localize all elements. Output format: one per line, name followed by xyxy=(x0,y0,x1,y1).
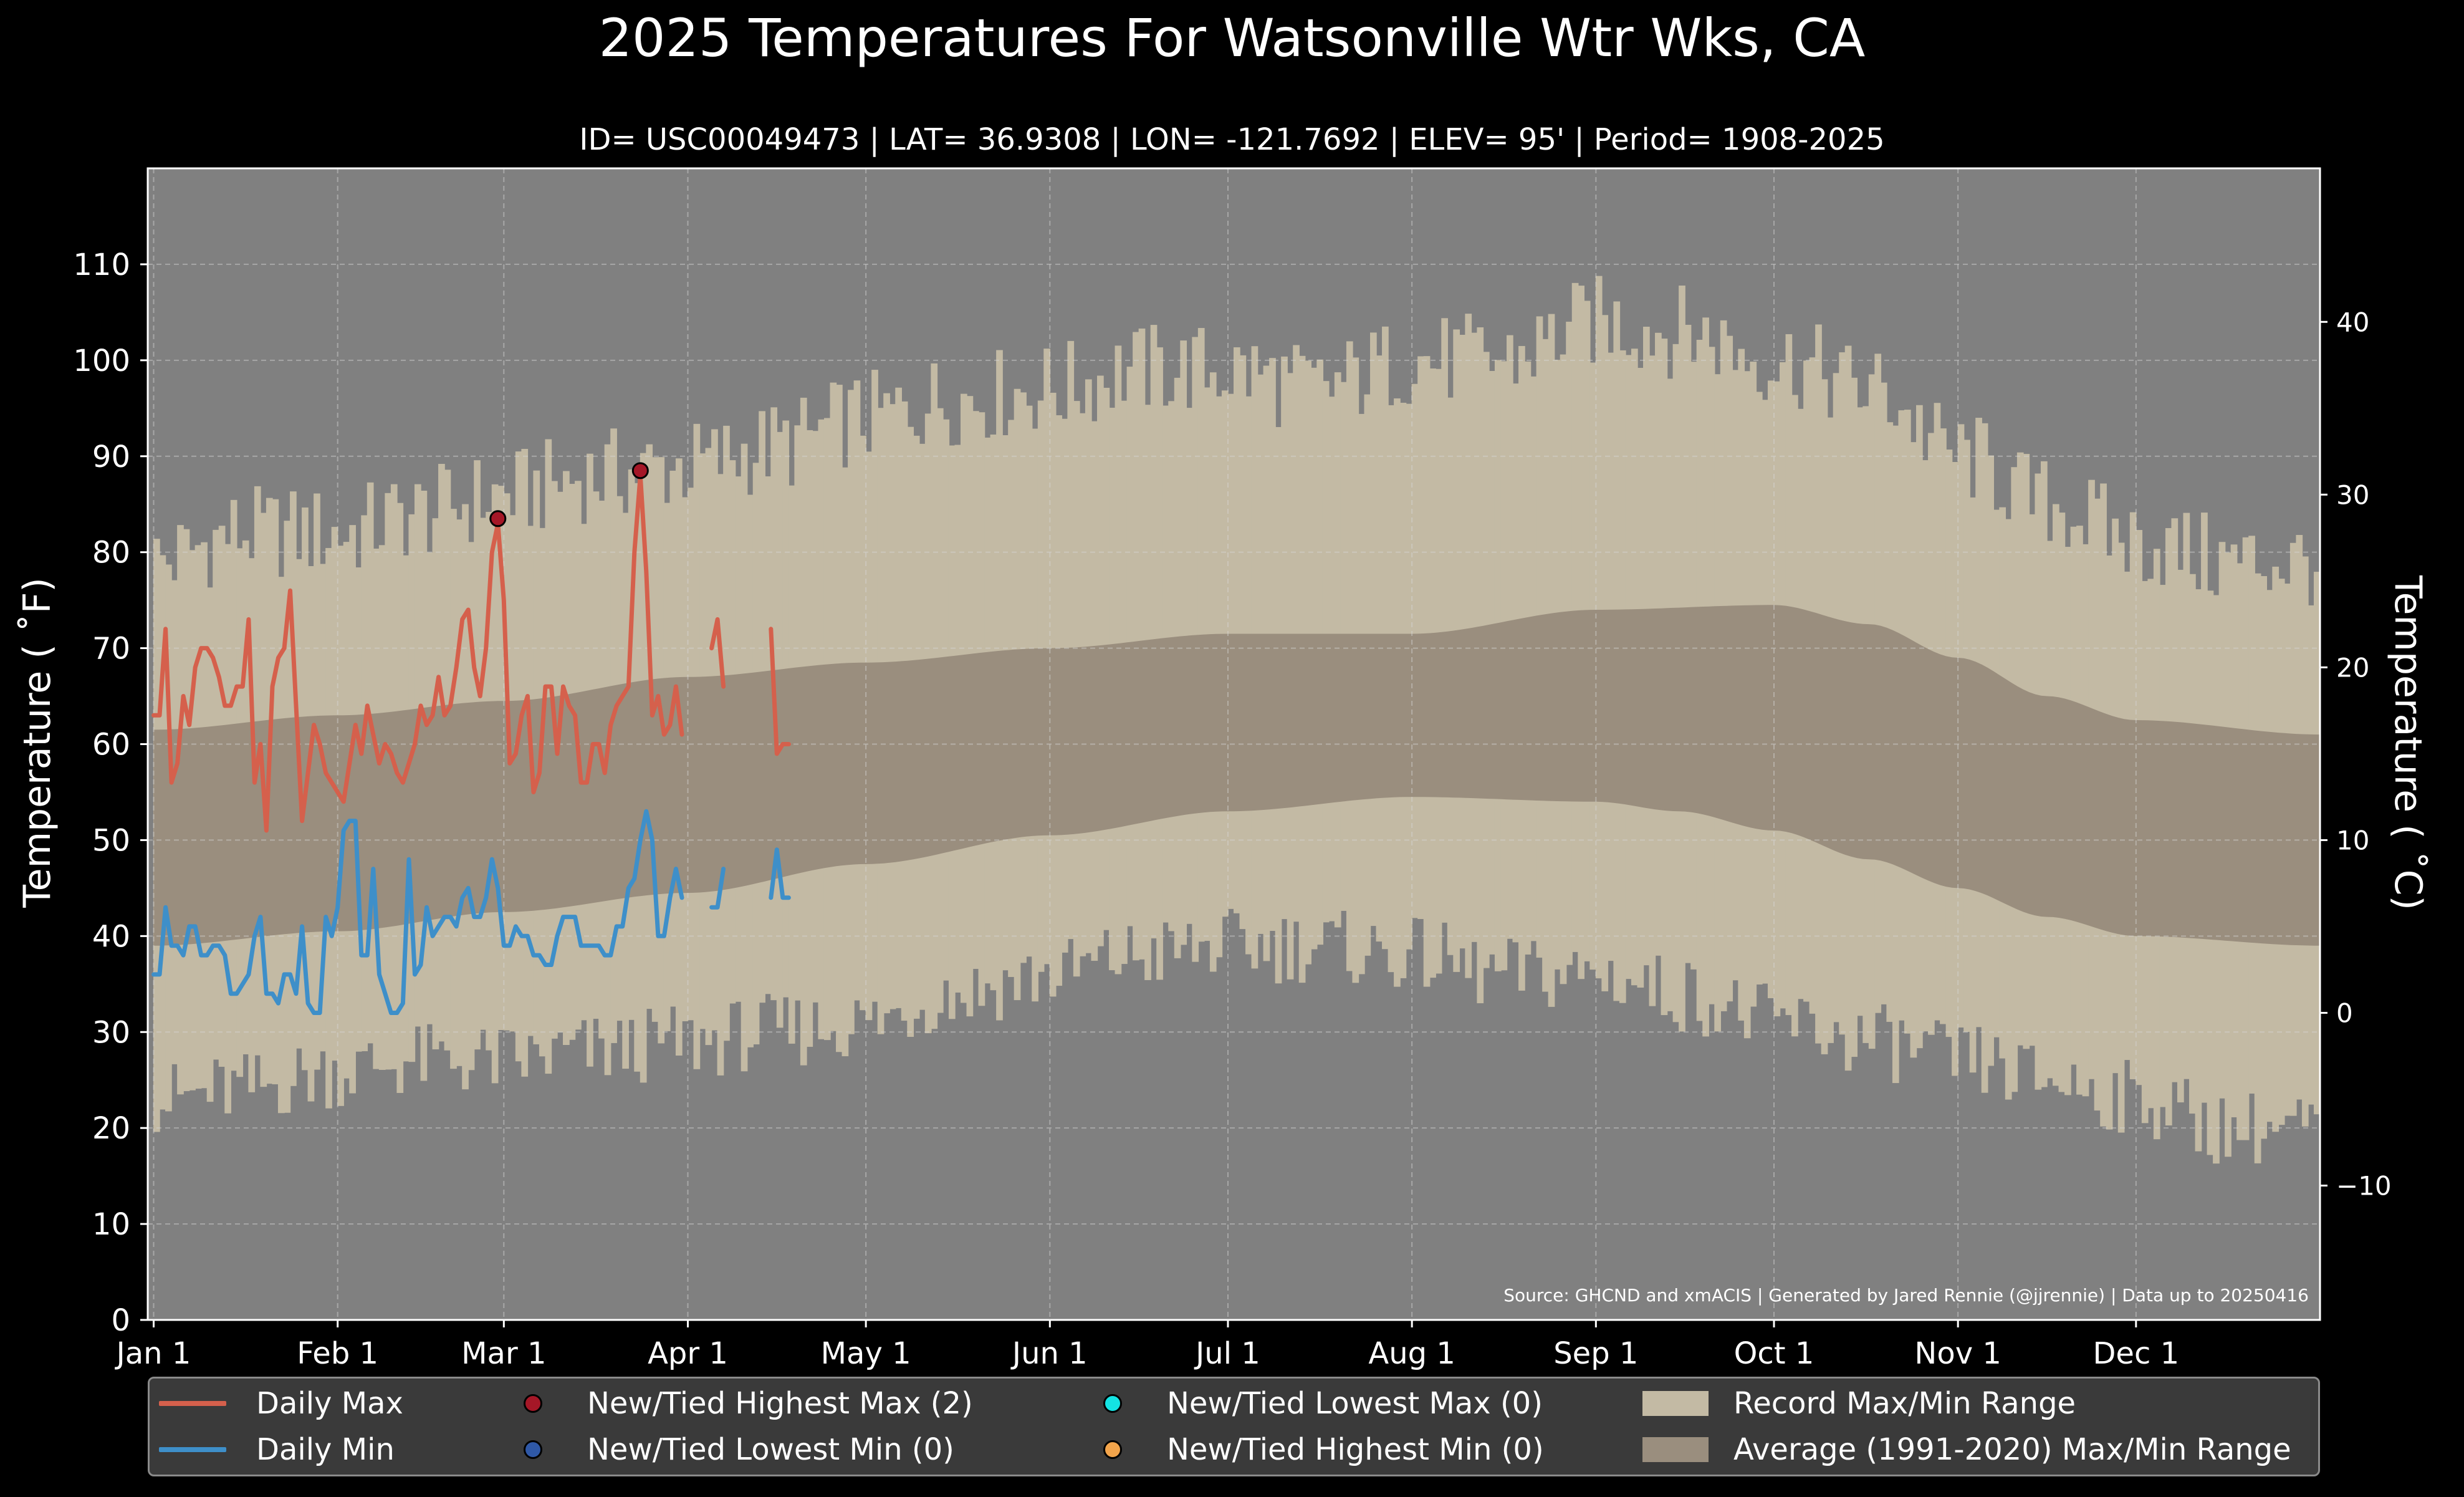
record-range-bar xyxy=(1234,347,1240,913)
legend-average-range-label: Average (1991-2020) Max/Min Range xyxy=(1733,1432,2291,1467)
record-marker xyxy=(489,510,507,527)
legend-daily-max: Daily Max xyxy=(159,1386,403,1421)
legend-daily-min-label: Daily Min xyxy=(256,1432,395,1467)
y-tick-label-left: 0 xyxy=(111,1303,130,1338)
legend-lowest-min: New/Tied Lowest Min (0) xyxy=(499,1432,954,1467)
y-tick-label-right: 0 xyxy=(2336,998,2353,1028)
y-tick-label-left: 30 xyxy=(92,1015,130,1050)
x-tick-label: Jun 1 xyxy=(1010,1336,1088,1371)
legend-record-range-swatch xyxy=(1642,1391,1709,1416)
record-range-bar xyxy=(1441,318,1448,923)
chart-title: 2025 Temperatures For Watsonville Wtr Wk… xyxy=(598,7,1866,69)
x-tick-label: Mar 1 xyxy=(461,1336,546,1371)
legend-lowest-max: New/Tied Lowest Max (0) xyxy=(1078,1386,1543,1421)
record-range-bar xyxy=(1370,332,1377,927)
legend-highest-max: New/Tied Highest Max (2) xyxy=(499,1386,973,1421)
record-marker xyxy=(631,462,649,479)
legend-record-range-label: Record Max/Min Range xyxy=(1733,1386,2076,1421)
y-tick-label-right: 30 xyxy=(2336,479,2369,510)
y-tick-label-left: 10 xyxy=(92,1207,130,1242)
x-tick-label: Nov 1 xyxy=(1914,1336,2001,1371)
legend-highest-max-label: New/Tied Highest Max (2) xyxy=(587,1386,973,1421)
x-tick-label: Jan 1 xyxy=(115,1336,191,1371)
x-tick-label: Oct 1 xyxy=(1734,1336,1814,1371)
legend-lowest-max-marker xyxy=(1103,1394,1122,1413)
legend-daily-min-swatch xyxy=(159,1447,226,1452)
y-tick-label-left: 110 xyxy=(73,248,130,282)
x-tick-label: Apr 1 xyxy=(648,1336,728,1371)
legend-highest-max-marker xyxy=(524,1394,542,1413)
record-range-bar xyxy=(1150,325,1158,939)
average-range-band xyxy=(153,605,2320,946)
x-tick-label: Aug 1 xyxy=(1368,1336,1455,1371)
y-tick-label-right: 10 xyxy=(2336,825,2369,855)
y-tick-label-right: −10 xyxy=(2336,1171,2392,1201)
legend-daily-min: Daily Min xyxy=(159,1432,395,1467)
record-range-bar xyxy=(1067,340,1075,940)
x-tick-label: Dec 1 xyxy=(2092,1336,2179,1371)
y-tick-label-left: 50 xyxy=(92,823,130,858)
y-tick-label-left: 40 xyxy=(92,919,130,954)
x-tick-label: May 1 xyxy=(821,1336,911,1371)
legend-record-range: Record Max/Min Range xyxy=(1642,1386,2076,1421)
y-tick-label-left: 60 xyxy=(92,728,130,763)
legend: Daily Max Daily Min New/Tied Highest Max… xyxy=(148,1377,2320,1476)
y-tick-label-left: 70 xyxy=(92,632,130,667)
y-tick-label-left: 100 xyxy=(73,344,130,378)
chart-subtitle: ID= USC00049473 | LAT= 36.9308 | LON= -1… xyxy=(579,122,1885,157)
legend-lowest-min-label: New/Tied Lowest Min (0) xyxy=(587,1432,954,1467)
legend-daily-max-swatch xyxy=(159,1401,226,1406)
legend-lowest-max-label: New/Tied Lowest Max (0) xyxy=(1167,1386,1543,1421)
legend-lowest-min-marker xyxy=(524,1440,542,1459)
x-tick-label: Jul 1 xyxy=(1194,1336,1260,1371)
legend-daily-max-label: Daily Max xyxy=(256,1386,403,1421)
legend-highest-min-marker xyxy=(1103,1440,1122,1459)
record-range-bar xyxy=(1293,345,1300,922)
y-tick-label-right: 20 xyxy=(2336,652,2369,683)
source-note: Source: GHCND and xmACIS | Generated by … xyxy=(1503,1285,2309,1306)
legend-average-range: Average (1991-2020) Max/Min Range xyxy=(1642,1432,2291,1467)
x-tick-label: Sep 1 xyxy=(1553,1336,1638,1371)
legend-highest-min: New/Tied Highest Min (0) xyxy=(1078,1432,1544,1467)
legend-highest-min-label: New/Tied Highest Min (0) xyxy=(1167,1432,1544,1467)
y-tick-label-left: 20 xyxy=(92,1111,130,1146)
y-tick-label-left: 80 xyxy=(92,536,130,570)
legend-average-range-swatch xyxy=(1642,1437,1709,1462)
y-tick-label-left: 90 xyxy=(92,440,130,474)
daily-max-line xyxy=(151,473,791,833)
x-tick-label: Feb 1 xyxy=(297,1336,378,1371)
daily-min-line xyxy=(151,809,791,1015)
y-tick-label-right: 40 xyxy=(2336,307,2369,337)
